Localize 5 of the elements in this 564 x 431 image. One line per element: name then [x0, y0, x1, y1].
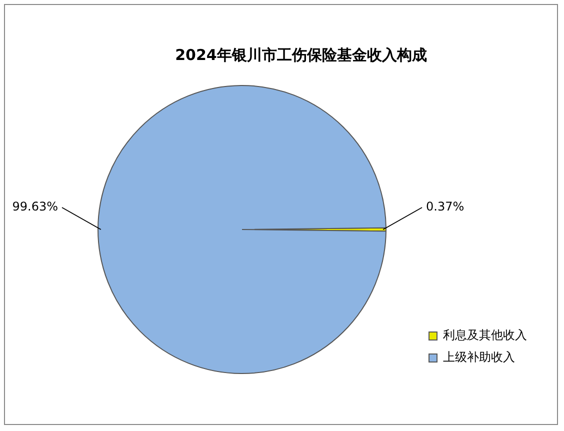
- legend-label: 上级补助收入: [443, 350, 515, 364]
- chart-title: 2024年银川市工伤保险基金收入构成: [175, 46, 427, 64]
- legend-label: 利息及其他收入: [443, 328, 527, 342]
- data-label: 0.37%: [426, 200, 464, 214]
- data-label: 99.63%: [12, 200, 58, 214]
